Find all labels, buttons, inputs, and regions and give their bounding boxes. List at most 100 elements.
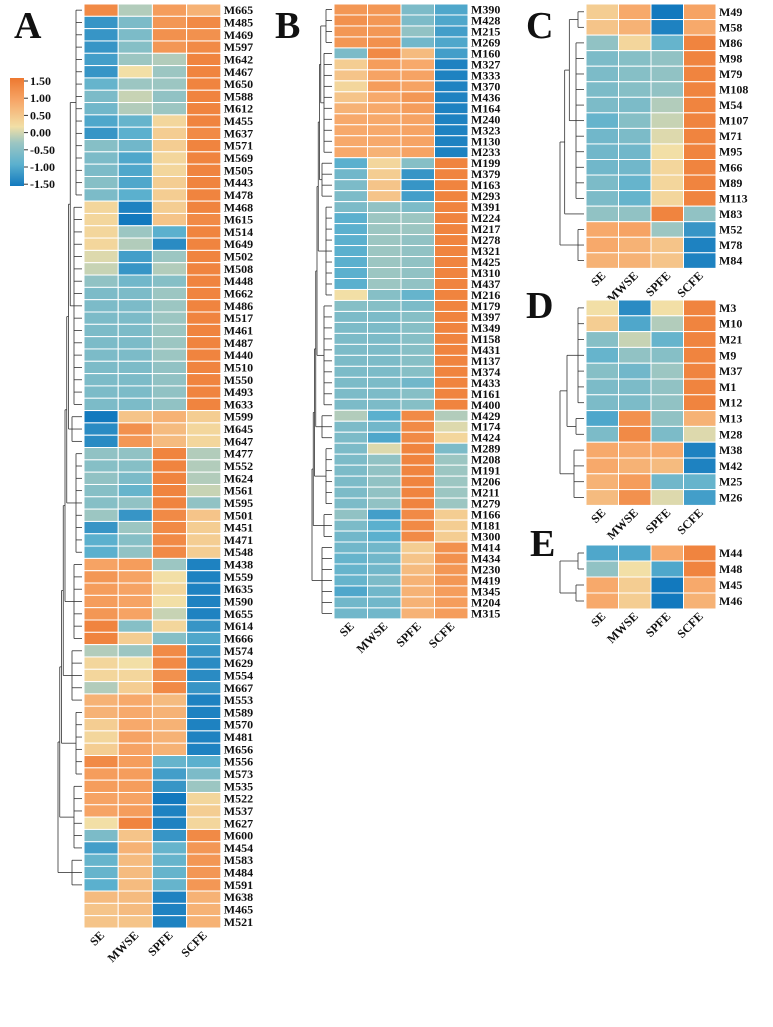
heatmap-cell bbox=[117, 718, 153, 732]
heatmap-cell bbox=[400, 530, 435, 543]
heatmap-cell bbox=[434, 179, 469, 192]
heatmap-cell bbox=[400, 420, 435, 433]
heatmap-cell bbox=[333, 135, 368, 148]
row-label: M454 bbox=[224, 841, 253, 855]
heatmap-cell bbox=[434, 245, 469, 258]
heatmap-cell bbox=[83, 520, 119, 535]
heatmap-cell bbox=[117, 902, 153, 917]
heatmap-cell bbox=[434, 25, 469, 38]
heatmap-cell bbox=[186, 471, 222, 485]
heatmap-cell bbox=[186, 40, 222, 54]
heatmap-cell bbox=[434, 267, 469, 279]
heatmap-cell bbox=[650, 394, 684, 412]
heatmap-cell bbox=[83, 65, 119, 79]
heatmap-cell bbox=[186, 15, 222, 30]
heatmap-cell bbox=[367, 245, 402, 258]
heatmap-cell bbox=[151, 151, 188, 165]
heatmap-cell bbox=[367, 398, 402, 411]
heatmap-cell bbox=[186, 410, 222, 424]
heatmap-cell bbox=[618, 544, 652, 562]
row-label: M548 bbox=[224, 545, 253, 559]
heatmap-cell bbox=[585, 473, 619, 491]
heatmap-cell bbox=[151, 767, 188, 781]
heatmap-cell bbox=[367, 179, 402, 192]
row-label: M390 bbox=[471, 2, 500, 16]
heatmap-cell bbox=[367, 343, 402, 356]
heatmap-cell bbox=[434, 387, 469, 400]
heatmap-cell bbox=[585, 50, 619, 67]
heatmap-cell bbox=[151, 841, 188, 855]
heatmap-cell bbox=[367, 409, 402, 422]
heatmap-cell bbox=[117, 828, 153, 843]
heatmap-cell bbox=[117, 508, 153, 522]
heatmap-cell bbox=[83, 878, 119, 892]
row-label: M599 bbox=[224, 410, 253, 424]
heatmap-cell bbox=[186, 89, 222, 104]
heatmap-cell bbox=[367, 212, 402, 225]
row-label: M217 bbox=[471, 222, 500, 236]
row-label: M461 bbox=[224, 323, 253, 337]
heatmap-cell bbox=[83, 410, 119, 424]
heatmap-cell bbox=[683, 19, 717, 36]
row-label: M370 bbox=[471, 79, 500, 93]
heatmap-cell bbox=[367, 486, 402, 499]
column-label: SE bbox=[588, 269, 608, 289]
heatmap-cell bbox=[400, 267, 435, 279]
heatmap-cell bbox=[186, 804, 222, 818]
heatmap-cells-d bbox=[585, 299, 717, 506]
heatmap-cell bbox=[83, 656, 119, 670]
heatmap-cell bbox=[333, 223, 368, 236]
row-label: M649 bbox=[224, 237, 253, 251]
heatmap-cell bbox=[683, 560, 717, 578]
heatmap-cell bbox=[83, 853, 119, 867]
heatmap-cell bbox=[434, 288, 469, 301]
heatmap-cell bbox=[151, 336, 188, 350]
heatmap-cell bbox=[117, 853, 153, 867]
heatmap-cell bbox=[186, 865, 222, 880]
heatmap-cell bbox=[186, 28, 222, 42]
legend-tick-label: 1.00 bbox=[30, 91, 51, 105]
heatmap-cell bbox=[83, 483, 119, 498]
row-label: M431 bbox=[471, 343, 500, 357]
heatmap-cell bbox=[151, 188, 188, 202]
heatmap-cell bbox=[186, 915, 222, 929]
heatmap-cell bbox=[186, 65, 222, 79]
heatmap-cell bbox=[585, 252, 619, 269]
heatmap-cell bbox=[151, 878, 188, 892]
column-label: SCFE bbox=[674, 506, 706, 538]
heatmap-cell bbox=[151, 570, 188, 584]
heatmap-cell bbox=[618, 576, 652, 594]
heatmap-cell bbox=[400, 552, 435, 565]
heatmap-cell bbox=[333, 574, 368, 587]
heatmap-cell bbox=[186, 767, 222, 781]
heatmap-cell bbox=[618, 34, 652, 52]
heatmap-cell bbox=[400, 36, 435, 49]
heatmap-cell bbox=[333, 113, 368, 126]
heatmap-cell bbox=[434, 332, 469, 345]
heatmap-cell bbox=[434, 201, 469, 214]
row-label: M478 bbox=[224, 188, 253, 202]
heatmap-cell bbox=[333, 80, 368, 93]
heatmap-cell bbox=[117, 619, 153, 633]
heatmap-cell bbox=[434, 212, 469, 225]
heatmap-cell bbox=[683, 50, 717, 67]
column-label: MWSE bbox=[604, 609, 641, 646]
heatmap-cell bbox=[83, 508, 119, 522]
heatmap-cell bbox=[186, 311, 222, 325]
heatmap-cell bbox=[400, 354, 435, 367]
heatmap-cell bbox=[367, 3, 402, 16]
row-label: M38 bbox=[719, 443, 742, 457]
heatmap-cell bbox=[434, 102, 469, 115]
heatmap-cell bbox=[367, 321, 402, 334]
row-label: M89 bbox=[719, 176, 742, 190]
heatmap-cell bbox=[333, 36, 368, 49]
legend-tick-label: -1.00 bbox=[30, 160, 55, 174]
heatmap-cell bbox=[333, 102, 368, 115]
heatmap-cell bbox=[400, 256, 435, 269]
heatmap-cell bbox=[151, 496, 188, 510]
heatmap-cell bbox=[400, 14, 435, 27]
column-label: SPFE bbox=[643, 269, 674, 300]
heatmap-cell bbox=[683, 378, 717, 396]
heatmap-cell bbox=[151, 311, 188, 325]
